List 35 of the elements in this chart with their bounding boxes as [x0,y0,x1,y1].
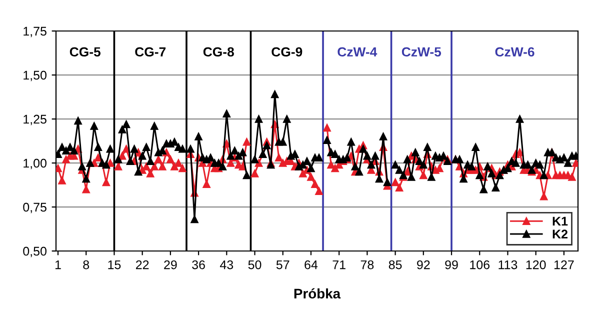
annotation: CG-8 [203,47,234,57]
annotation: CzW-5 [402,47,442,57]
x-axis-title: Próbka [294,288,341,299]
y-tick-label: 1,00 [24,158,46,170]
legend-label: K2 [552,230,568,238]
y-tick-label: 0,50 [23,246,46,258]
x-tick-label: 78 [360,260,374,270]
annotation: CG-5 [70,47,101,57]
x-tick-label: 15 [108,260,121,270]
x-tick-label: 71 [332,260,346,270]
x-tick-label: 127 [554,260,574,270]
x-tick-label: 85 [388,260,402,270]
x-tick-label: 99 [445,260,458,270]
x-tick-label: 29 [164,260,177,270]
x-tick-label: 120 [526,260,546,270]
annotation: CG-9 [272,47,302,57]
x-tick-label: 57 [276,260,290,270]
x-tick-label: 106 [470,260,490,270]
y-tick-label: 0,75 [23,202,46,214]
x-tick-label: 113 [498,260,518,270]
x-tick-label: 43 [220,260,234,270]
x-tick-label: 8 [83,260,90,270]
y-tick-label: 1,50 [24,70,46,82]
annotation: CG-7 [135,47,166,57]
annotation: CzW-6 [495,47,534,57]
x-tick-label: 22 [136,260,149,270]
x-tick-label: 92 [417,260,430,270]
y-tick-label: 1,75 [24,26,46,38]
x-tick-label: 36 [192,260,205,270]
annotation: CzW-4 [338,47,378,57]
x-tick-label: 50 [248,260,262,270]
x-tick-label: 1 [55,260,61,270]
legend-label: K1 [552,216,568,226]
y-tick-label: 1,25 [24,114,46,126]
x-tick-label: 64 [304,260,318,270]
